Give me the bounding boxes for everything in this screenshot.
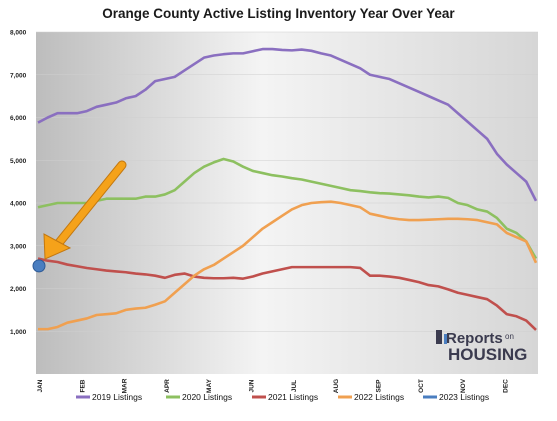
x-tick-label: JUL — [291, 380, 298, 392]
legend-label: 2021 Listings — [268, 392, 318, 402]
x-tick-label: DEC — [502, 379, 509, 393]
series-line — [38, 200, 538, 331]
x-tick-label: AUG — [333, 379, 340, 393]
x-tick-label: FEB — [79, 379, 86, 392]
series-line — [37, 257, 537, 331]
y-tick-label: 2,000 — [10, 286, 27, 293]
x-tick-label: MAY — [206, 378, 213, 393]
legend-label: 2019 Listings — [92, 392, 142, 402]
chart-title: Orange County Active Listing Inventory Y… — [102, 6, 455, 21]
legend-item: 2021 Listings — [252, 392, 318, 402]
x-tick-label: JUN — [249, 379, 256, 392]
legend-item: 2022 Listings — [338, 392, 404, 402]
y-axis: 1,000 2,000 3,000 4,000 5,000 6,000 7,000 8,000 — [10, 30, 27, 336]
reports-on-housing-logo: Reports on HOUSING — [436, 330, 527, 364]
arrow-annotation — [43, 160, 127, 260]
svg-text:Reports: Reports — [446, 330, 503, 347]
legend-item: 2023 Listings — [423, 392, 489, 402]
data-point-2023 — [32, 259, 46, 273]
svg-text:on: on — [505, 332, 514, 341]
legend-label: 2023 Listings — [439, 392, 489, 402]
y-tick-label: 5,000 — [10, 158, 27, 165]
series-line — [37, 157, 538, 260]
grid — [36, 31, 538, 332]
series-line — [37, 47, 538, 202]
x-tick-label: JAN — [37, 379, 44, 392]
x-tick-label: APR — [164, 379, 171, 393]
x-tick-label: NOV — [460, 378, 467, 393]
legend-item: 2019 Listings — [76, 392, 142, 402]
legend-item: 2020 Listings — [166, 392, 232, 402]
legend-label: 2020 Listings — [182, 392, 232, 402]
y-tick-label: 1,000 — [10, 329, 27, 336]
series-lines — [32, 47, 538, 331]
y-tick-label: 8,000 — [10, 30, 27, 37]
y-tick-label: 7,000 — [10, 72, 27, 79]
x-tick-label: MAR — [122, 378, 129, 393]
x-tick-label: OCT — [418, 379, 425, 393]
svg-text:HOUSING: HOUSING — [448, 345, 527, 364]
x-axis: JAN FEB MAR APR MAY JUN JUL AUG SEP OCT NOV DEC — [37, 378, 509, 393]
y-tick-label: 4,000 — [10, 201, 27, 208]
legend-label: 2022 Listings — [354, 392, 404, 402]
y-tick-label: 6,000 — [10, 115, 27, 122]
y-tick-label: 3,000 — [10, 243, 27, 250]
legend: 2019 Listings 2020 Listings 2021 Listings 2… — [76, 392, 489, 402]
x-tick-label: SEP — [375, 379, 382, 393]
